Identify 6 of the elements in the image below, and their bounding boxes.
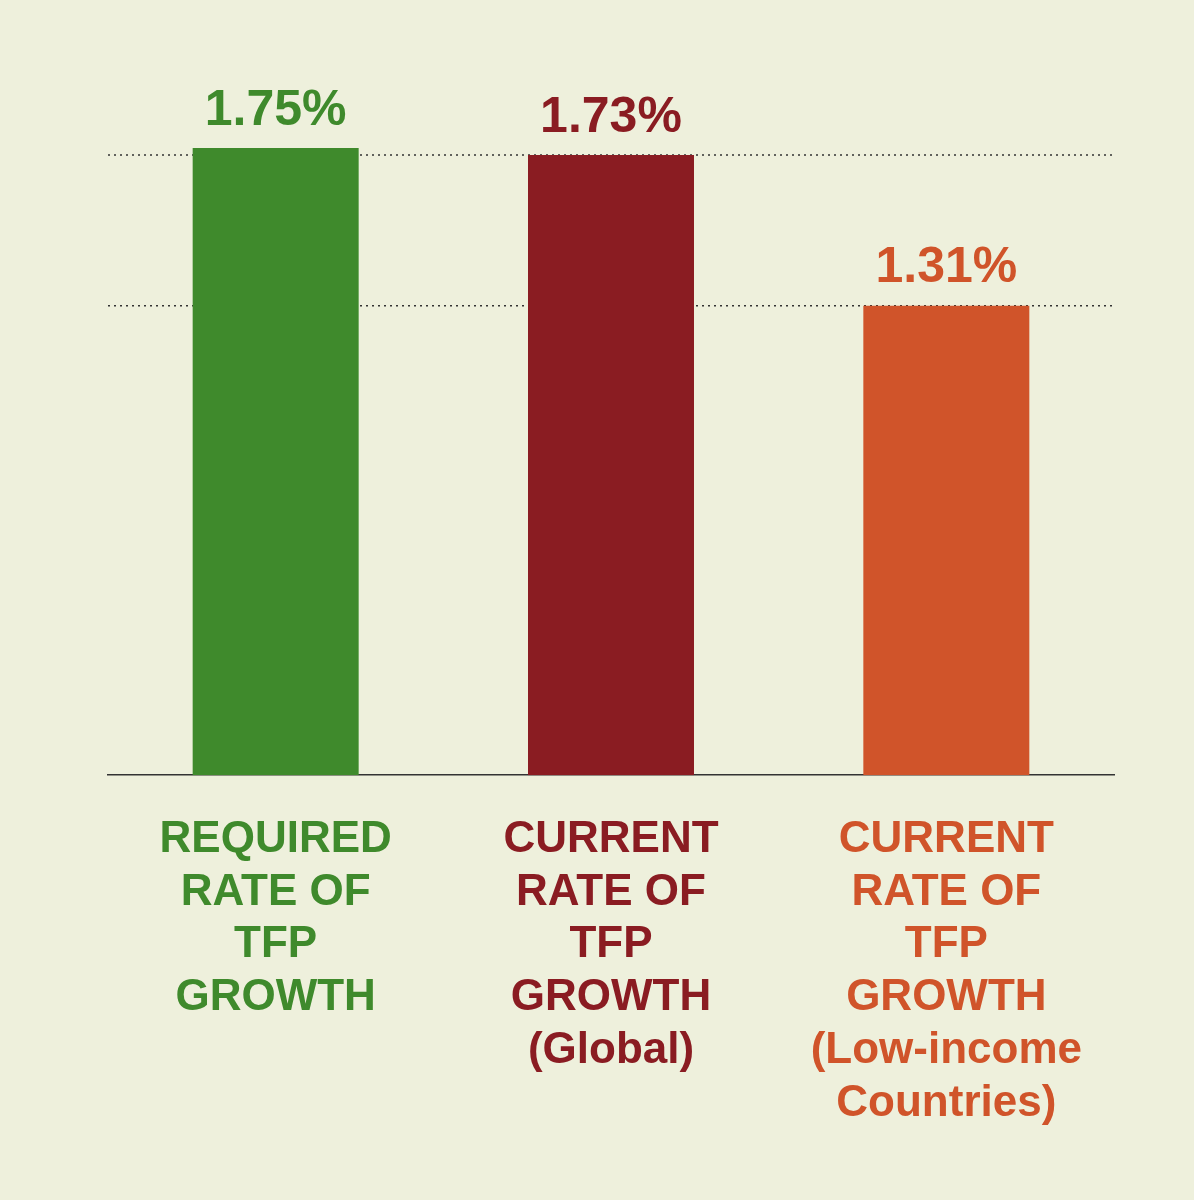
x-tick-label: REQUIRED RATE OF TFP GROWTH [159,811,392,1020]
data-label: 1.75% [204,79,347,136]
x-tick-label: CURRENT RATE OF TFP GROWTH (Global) [503,811,719,1072]
x-tick-label: CURRENT RATE OF TFP GROWTH (Low-income Countries) [810,811,1082,1125]
data-label: 1.31% [875,237,1018,294]
data-label: 1.73% [540,86,682,143]
